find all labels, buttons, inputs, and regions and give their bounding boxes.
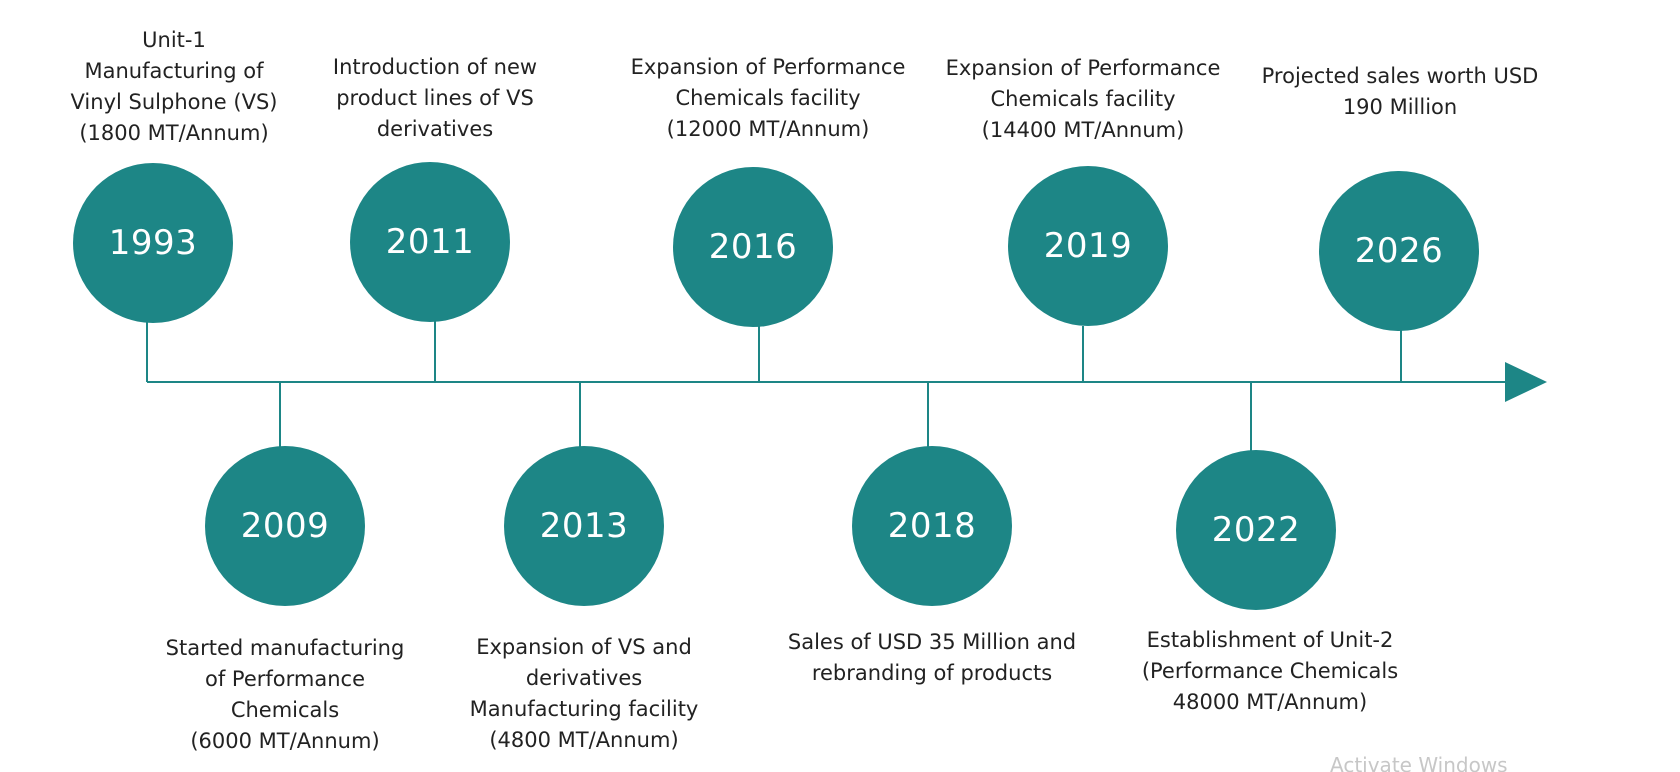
milestone-year-2016: 2016 (708, 227, 798, 267)
milestone-year-2018: 2018 (887, 506, 977, 546)
milestone-line: Started manufacturing (165, 636, 405, 660)
milestone-line: (Performance Chemicals (1141, 659, 1399, 683)
watermark-text: Activate Windows (1330, 753, 1508, 772)
milestone-label-1993: Unit-1 Manufacturing of Vinyl Sulphone (… (29, 25, 319, 149)
milestone-label-2013: Expansion of VS and derivatives Manufact… (434, 632, 734, 756)
milestone-line: Expansion of VS and (476, 635, 692, 659)
milestone-label-2019: Expansion of Performance Chemicals facil… (923, 53, 1243, 146)
milestone-label-2016: Expansion of Performance Chemicals facil… (608, 52, 928, 145)
milestone-line: (14400 MT/Annum) (981, 118, 1185, 142)
milestone-circle-2019: 2019 (1008, 166, 1168, 326)
milestone-circle-2009: 2009 (205, 446, 365, 606)
milestone-line: (6000 MT/Annum) (190, 729, 380, 753)
milestone-line: Projected sales worth USD (1261, 64, 1539, 88)
milestone-line: of Performance (205, 667, 365, 691)
milestone-line: Chemicals (230, 698, 340, 722)
connector-2013 (579, 381, 581, 449)
milestone-label-2009: Started manufacturing of Performance Che… (135, 633, 435, 757)
milestone-line: (4800 MT/Annum) (489, 728, 679, 752)
milestone-line: Expansion of Performance (630, 55, 906, 79)
milestone-line: Establishment of Unit-2 (1146, 628, 1394, 652)
milestone-label-2022: Establishment of Unit-2 (Performance Che… (1120, 625, 1420, 718)
milestone-circle-2016: 2016 (673, 167, 833, 327)
connector-2011 (434, 318, 436, 382)
milestone-line: Expansion of Performance (945, 56, 1221, 80)
milestone-year-2022: 2022 (1211, 510, 1301, 550)
milestone-year-2011: 2011 (385, 222, 475, 262)
milestone-year-2013: 2013 (539, 506, 629, 546)
milestone-year-1993: 1993 (108, 223, 198, 263)
milestone-line: Vinyl Sulphone (VS) (70, 90, 278, 114)
milestone-line: (1800 MT/Annum) (79, 121, 269, 145)
milestone-year-2026: 2026 (1354, 231, 1444, 271)
connector-2018 (927, 381, 929, 449)
milestone-year-2009: 2009 (240, 506, 330, 546)
connector-1993 (146, 322, 148, 382)
milestone-label-2011: Introduction of new product lines of VS … (290, 52, 580, 145)
milestone-line: product lines of VS (336, 86, 534, 110)
milestone-circle-2013: 2013 (504, 446, 664, 606)
milestone-line: Manufacturing facility (469, 697, 699, 721)
milestone-line: Chemicals facility (675, 86, 861, 110)
milestone-circle-2018: 2018 (852, 446, 1012, 606)
milestone-circle-1993: 1993 (73, 163, 233, 323)
milestone-circle-2022: 2022 (1176, 450, 1336, 610)
connector-2009 (279, 381, 281, 449)
timeline-arrow-head (1505, 362, 1547, 402)
milestone-line: (12000 MT/Annum) (666, 117, 870, 141)
connector-2019 (1082, 326, 1084, 382)
timeline-line (147, 381, 1507, 383)
connector-2026 (1400, 330, 1402, 382)
milestone-line: Unit-1 (142, 28, 206, 52)
milestone-circle-2026: 2026 (1319, 171, 1479, 331)
milestone-line: 48000 MT/Annum) (1172, 690, 1368, 714)
milestone-line: Sales of USD 35 Million and (787, 630, 1077, 654)
milestone-line: 190 Million (1342, 95, 1458, 119)
milestone-line: Chemicals facility (990, 87, 1176, 111)
milestone-line: Manufacturing of (84, 59, 264, 83)
milestone-year-2019: 2019 (1043, 226, 1133, 266)
milestone-line: derivatives (376, 117, 494, 141)
milestone-label-2026: Projected sales worth USD 190 Million (1235, 61, 1565, 123)
milestone-circle-2011: 2011 (350, 162, 510, 322)
milestone-line: Introduction of new (332, 55, 538, 79)
connector-2016 (758, 326, 760, 382)
milestone-line: derivatives (525, 666, 643, 690)
milestone-line: rebranding of products (811, 661, 1053, 685)
connector-2022 (1250, 381, 1252, 451)
milestone-label-2018: Sales of USD 35 Million and rebranding o… (767, 627, 1097, 689)
